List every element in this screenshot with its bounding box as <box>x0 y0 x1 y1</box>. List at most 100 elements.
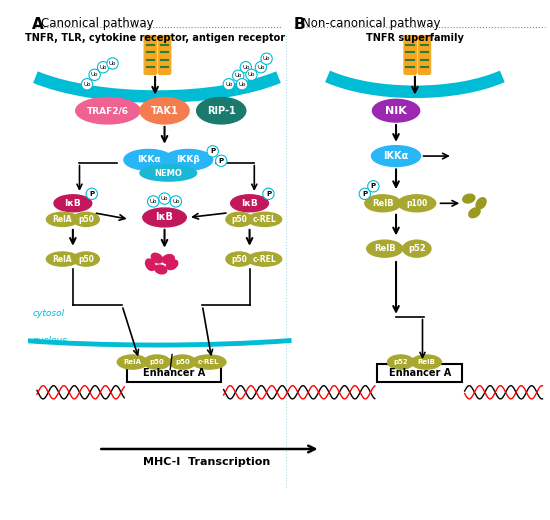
Ellipse shape <box>248 212 282 226</box>
Text: p50: p50 <box>150 359 164 365</box>
Ellipse shape <box>46 252 79 266</box>
Text: RelB: RelB <box>417 359 435 365</box>
Ellipse shape <box>192 355 226 369</box>
Ellipse shape <box>411 355 442 369</box>
Text: c-REL: c-REL <box>198 359 219 365</box>
Text: Ub: Ub <box>263 56 271 61</box>
Circle shape <box>240 61 251 73</box>
Text: Enhancer A: Enhancer A <box>143 368 205 379</box>
Text: A: A <box>32 17 44 32</box>
Text: Non-canonical pathway: Non-canonical pathway <box>302 17 441 30</box>
Ellipse shape <box>371 146 421 166</box>
Text: Ub: Ub <box>83 82 91 87</box>
Text: c-REL: c-REL <box>253 255 277 264</box>
Ellipse shape <box>169 355 196 369</box>
Ellipse shape <box>230 195 268 212</box>
Text: Ub: Ub <box>234 73 242 78</box>
Text: NEMO: NEMO <box>155 168 182 177</box>
Text: TNFR superfamily: TNFR superfamily <box>366 33 464 43</box>
Text: p50: p50 <box>231 255 247 264</box>
Text: p100: p100 <box>406 199 427 208</box>
Text: cytosol: cytosol <box>32 309 64 318</box>
Circle shape <box>223 79 234 90</box>
Ellipse shape <box>144 355 170 369</box>
Ellipse shape <box>248 252 282 266</box>
Text: P: P <box>266 191 271 197</box>
Text: IκB: IκB <box>156 213 173 223</box>
Text: Ub: Ub <box>172 199 180 204</box>
Circle shape <box>107 58 118 69</box>
Text: Enhancer A: Enhancer A <box>388 368 451 379</box>
Ellipse shape <box>124 149 173 170</box>
Circle shape <box>159 193 170 204</box>
Circle shape <box>368 180 379 192</box>
Ellipse shape <box>73 212 100 226</box>
Ellipse shape <box>46 212 79 226</box>
Text: P: P <box>89 191 95 197</box>
Ellipse shape <box>76 97 140 124</box>
Text: IKKα: IKKα <box>383 151 409 161</box>
Circle shape <box>147 196 159 207</box>
Text: B: B <box>294 17 306 32</box>
FancyBboxPatch shape <box>418 35 431 74</box>
Text: Canonical pathway: Canonical pathway <box>41 17 153 30</box>
Ellipse shape <box>54 195 92 212</box>
Circle shape <box>97 61 109 73</box>
Text: Ub: Ub <box>91 72 98 77</box>
Text: P: P <box>219 158 224 164</box>
Text: TNFR, TLR, cytokine receptor, antigen receptor: TNFR, TLR, cytokine receptor, antigen re… <box>25 33 285 43</box>
Ellipse shape <box>372 99 420 122</box>
Text: p50: p50 <box>78 255 94 264</box>
Ellipse shape <box>146 259 155 270</box>
Ellipse shape <box>140 165 197 181</box>
Text: P: P <box>362 191 367 197</box>
Circle shape <box>233 70 244 82</box>
Text: Ub: Ub <box>161 196 168 201</box>
Text: NIK: NIK <box>385 106 407 116</box>
Text: Ub: Ub <box>150 199 157 204</box>
Text: p52: p52 <box>408 244 426 253</box>
Text: IKKα: IKKα <box>136 155 160 164</box>
Circle shape <box>246 69 257 81</box>
Circle shape <box>255 61 267 73</box>
Ellipse shape <box>143 208 186 227</box>
Text: IκB: IκB <box>64 199 81 208</box>
Ellipse shape <box>197 97 246 124</box>
Ellipse shape <box>388 355 414 369</box>
Text: RelB: RelB <box>374 244 395 253</box>
Text: p50: p50 <box>175 359 190 365</box>
Circle shape <box>207 146 218 157</box>
FancyBboxPatch shape <box>126 364 221 382</box>
Text: Ub: Ub <box>242 64 250 70</box>
Text: RelA: RelA <box>53 215 72 224</box>
FancyBboxPatch shape <box>158 35 170 74</box>
Text: Ub: Ub <box>109 61 116 66</box>
Text: Ub: Ub <box>225 82 233 87</box>
Text: IKKβ: IKKβ <box>177 155 200 164</box>
Ellipse shape <box>226 252 252 266</box>
Text: P: P <box>371 183 376 189</box>
Ellipse shape <box>398 195 436 212</box>
Ellipse shape <box>469 208 480 218</box>
Text: MHC-I  Transcription: MHC-I Transcription <box>144 457 271 466</box>
Ellipse shape <box>476 198 486 209</box>
Text: RelA: RelA <box>53 255 72 264</box>
Circle shape <box>359 188 371 200</box>
Ellipse shape <box>151 253 163 263</box>
Text: RelB: RelB <box>372 199 394 208</box>
Ellipse shape <box>155 265 167 274</box>
Text: IκB: IκB <box>241 199 258 208</box>
Ellipse shape <box>117 355 147 369</box>
Text: RelA: RelA <box>123 359 141 365</box>
Circle shape <box>86 188 97 200</box>
Circle shape <box>263 188 274 200</box>
Text: Ub: Ub <box>238 82 246 87</box>
Text: c-REL: c-REL <box>253 215 277 224</box>
Text: p50: p50 <box>231 215 247 224</box>
FancyBboxPatch shape <box>404 35 416 74</box>
Ellipse shape <box>73 252 100 266</box>
Circle shape <box>216 155 227 166</box>
Text: TRAF2/6: TRAF2/6 <box>87 106 129 115</box>
Text: nucleus: nucleus <box>32 336 67 345</box>
Text: p50: p50 <box>78 215 94 224</box>
